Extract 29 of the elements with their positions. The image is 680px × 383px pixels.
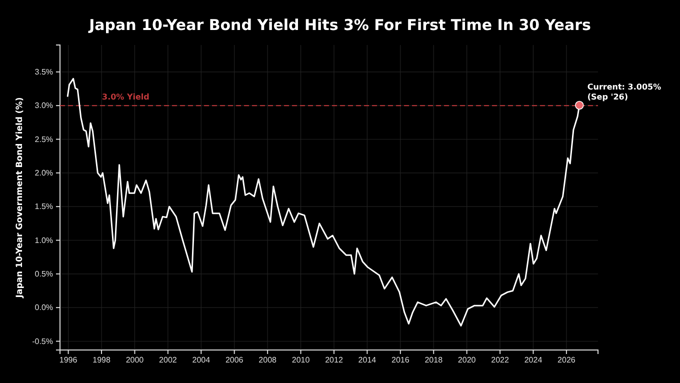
y-tick-label: 3.0% [34,101,53,110]
y-tick-label: 2.5% [34,134,53,144]
x-tick-label: 2022 [491,356,510,365]
x-tick-label: 2010 [292,356,310,365]
x-tick-label: 1998 [92,356,111,365]
y-tick-label: 1.5% [34,202,53,212]
x-tick-label: 2026 [558,356,576,365]
x-tick-label: 2006 [225,356,244,365]
y-tick-label: 1.0% [34,236,53,245]
x-tick-label: 2020 [458,356,476,365]
x-tick-label: 2024 [524,356,543,365]
y-tick-label: -0.5% [32,336,53,346]
x-tick-label: 2016 [392,356,410,365]
x-tick-label: 2002 [159,356,178,365]
x-tick-label: 2018 [424,356,444,365]
y-axis-title: Japan 10-Year Government Bond Yield (%) [15,97,25,299]
chart-title: Japan 10-Year Bond Yield Hits 3% For First Time In 30 Years [88,16,592,34]
ref-line-label: 3.0% Yield [102,92,150,102]
x-tick-label: 2008 [258,356,278,365]
x-tick-label: 1996 [59,356,78,365]
y-tick-label: 2.0% [34,168,53,178]
y-tick-label: 0.5% [34,269,53,278]
y-tick-label: 0.0% [34,303,53,312]
annotation: Current: 3.005% (Sep '26) [587,82,662,102]
x-tick-label: 2000 [126,356,144,365]
x-tick-label: 2012 [325,356,344,365]
x-tick-label: 2004 [192,356,211,365]
y-tick-label: 3.5% [34,67,53,76]
x-tick-label: 2014 [358,356,377,365]
